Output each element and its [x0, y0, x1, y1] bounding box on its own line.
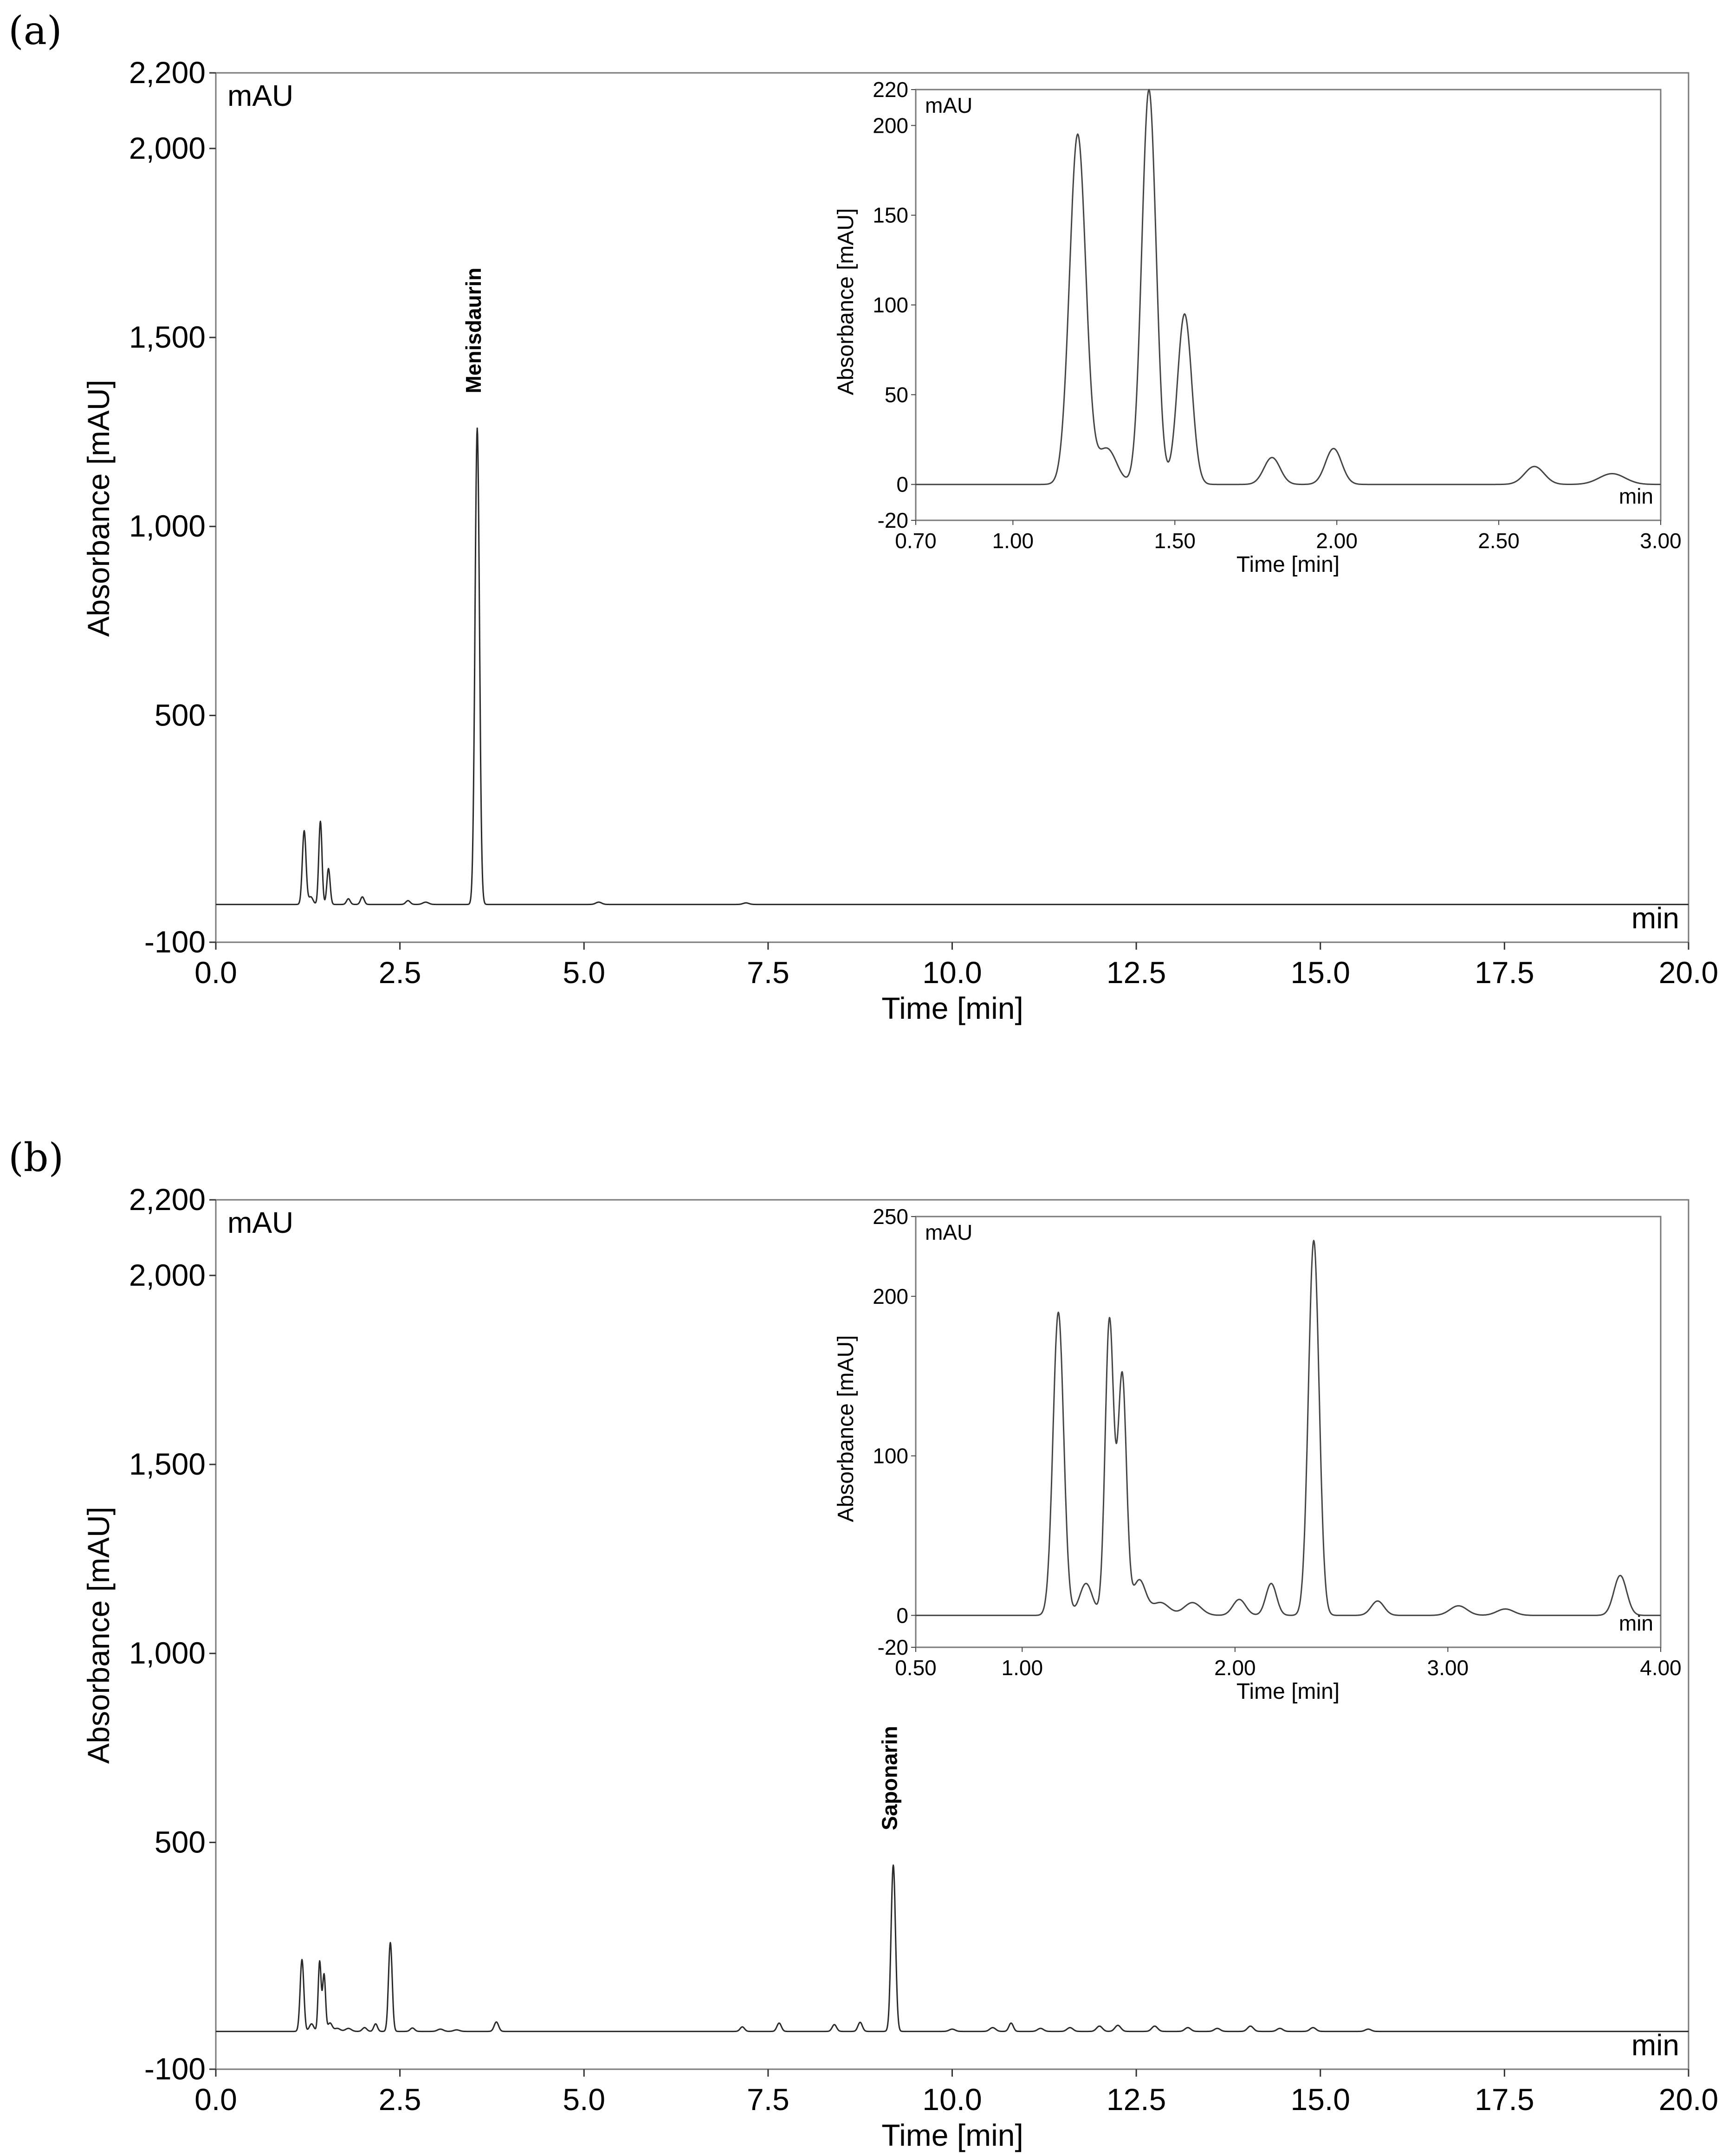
- chromatogram-trace-a: [215, 427, 1689, 906]
- inset-x-unit-label-a: min: [1619, 484, 1653, 508]
- inset-x-tick-label: 2.00: [1214, 1656, 1256, 1680]
- main-x-ticks-a: 0.0 2.5 5.0 7.5 10.0 12.5 15.0 17.5 20.0: [194, 942, 1718, 990]
- main-y-ticks-a: -100 500 1,000 1,500 2,000 2,200: [129, 55, 216, 959]
- main-x-tick-label: 10.0: [922, 2082, 982, 2117]
- inset-x-tick-label: 1.00: [992, 529, 1034, 553]
- inset-y-tick-label: 200: [873, 1284, 908, 1308]
- inset-y-axis-title-a: Absorbance [mAU]: [834, 208, 858, 395]
- main-x-axis-title-b: Time [min]: [881, 2118, 1023, 2152]
- main-y-tick-label: 1,000: [129, 1636, 206, 1670]
- inset-y-tick-label: 100: [873, 1444, 908, 1468]
- inset-y-tick-label: 0: [896, 473, 908, 497]
- main-y-tick-label: 500: [155, 698, 206, 732]
- inset-x-tick-label: 1.00: [1002, 1656, 1043, 1680]
- main-y-axis-title-a: Absorbance [mAU]: [81, 380, 116, 637]
- inset-y-tick-label: 50: [885, 382, 908, 407]
- chromatogram-trace-b: [215, 1864, 1689, 2033]
- inset-y-tick-label: 200: [873, 113, 908, 137]
- main-x-axis-title-a: Time [min]: [881, 991, 1023, 1025]
- inset-y-tick-label: -20: [878, 508, 908, 532]
- inset-plot-frame-a: [915, 89, 1662, 521]
- main-y-tick-label: 500: [155, 1825, 206, 1859]
- panel-b: (b) -100 500 1,000 1,500 2,000 2,200 0.0 2.5 5.…: [8, 1135, 1718, 2152]
- main-x-tick-label: 5.0: [563, 2082, 605, 2117]
- main-x-tick-label: 20.0: [1659, 955, 1718, 990]
- main-x-tick-label: 7.5: [747, 955, 790, 990]
- inset-x-tick-label: 3.00: [1640, 529, 1682, 553]
- main-plot-frame-a: [215, 72, 1689, 943]
- main-x-tick-label: 20.0: [1659, 2082, 1718, 2117]
- inset-y-ticks-b: -20 0 100 200 250: [873, 1204, 916, 1659]
- inset-x-axis-title-a: Time [min]: [1236, 552, 1340, 577]
- main-y-tick-label: 1,500: [129, 1447, 206, 1481]
- main-x-tick-label: 17.5: [1475, 955, 1534, 990]
- main-plot-frame-b: [215, 1199, 1689, 2070]
- inset-x-tick-label: 0.70: [895, 529, 937, 553]
- inset-x-tick-label: 1.50: [1154, 529, 1196, 553]
- inset-y-tick-label: 100: [873, 293, 908, 317]
- main-x-tick-label: 15.0: [1291, 955, 1350, 990]
- main-y-tick-label: -100: [144, 925, 206, 959]
- inset-y-tick-label: 220: [873, 78, 908, 102]
- inset-a: -20 0 50 100 150 200 220 0.70 1.00 1.50 2.00 2.50 3…: [834, 78, 1682, 577]
- inset-x-ticks-b: 0.50 1.00 2.00 3.00 4.00: [895, 1647, 1682, 1680]
- inset-y-tick-label: 0: [896, 1603, 908, 1627]
- main-x-unit-label-a: min: [1631, 901, 1679, 935]
- main-x-tick-label: 15.0: [1291, 2082, 1350, 2117]
- inset-chromatogram-trace-a: [915, 89, 1661, 486]
- main-x-tick-label: 12.5: [1107, 2082, 1166, 2117]
- main-y-tick-label: 1,000: [129, 509, 206, 543]
- inset-y-unit-label-b: mAU: [925, 1220, 972, 1244]
- main-y-tick-label: 1,500: [129, 320, 206, 354]
- main-x-unit-label-b: min: [1631, 2028, 1679, 2062]
- inset-plot-frame-b: [915, 1216, 1662, 1648]
- panel-label-b: (b): [8, 1135, 64, 1180]
- peak-label-menisdaurin: Menisdaurin: [461, 268, 485, 394]
- inset-y-tick-label: -20: [878, 1635, 908, 1659]
- main-x-tick-label: 10.0: [922, 955, 982, 990]
- inset-chromatogram-trace-b: [915, 1240, 1661, 1616]
- main-y-tick-label: 2,200: [129, 55, 206, 90]
- main-x-tick-label: 17.5: [1475, 2082, 1534, 2117]
- inset-x-axis-title-b: Time [min]: [1236, 1679, 1340, 1704]
- main-y-tick-label: 2,200: [129, 1182, 206, 1217]
- inset-y-ticks-a: -20 0 50 100 150 200 220: [873, 78, 916, 532]
- inset-x-tick-label: 4.00: [1640, 1656, 1682, 1680]
- inset-x-ticks-a: 0.70 1.00 1.50 2.00 2.50 3.00: [895, 520, 1682, 553]
- main-y-ticks-b: -100 500 1,000 1,500 2,000 2,200: [129, 1182, 216, 2086]
- inset-x-tick-label: 3.00: [1427, 1656, 1469, 1680]
- main-x-tick-label: 0.0: [194, 955, 237, 990]
- inset-y-axis-title-b: Absorbance [mAU]: [834, 1335, 858, 1522]
- main-x-tick-label: 7.5: [747, 2082, 790, 2117]
- main-y-axis-title-b: Absorbance [mAU]: [81, 1507, 116, 1764]
- main-y-tick-label: -100: [144, 2052, 206, 2086]
- inset-x-tick-label: 2.00: [1316, 529, 1358, 553]
- main-x-tick-label: 2.5: [379, 955, 421, 990]
- main-x-tick-label: 0.0: [194, 2082, 237, 2117]
- main-y-unit-label-b: mAU: [227, 1206, 293, 1239]
- main-x-tick-label: 12.5: [1107, 955, 1166, 990]
- main-x-ticks-b: 0.0 2.5 5.0 7.5 10.0 12.5 15.0 17.5 20.0: [194, 2069, 1718, 2117]
- inset-y-tick-label: 150: [873, 203, 908, 227]
- main-y-tick-label: 2,000: [129, 1258, 206, 1292]
- peak-label-saponarin: Saponarin: [878, 1726, 902, 1830]
- inset-y-unit-label-a: mAU: [925, 93, 972, 117]
- main-y-unit-label-a: mAU: [227, 79, 293, 112]
- panel-label-a: (a): [8, 8, 62, 53]
- main-x-tick-label: 5.0: [563, 955, 605, 990]
- main-x-tick-label: 2.5: [379, 2082, 421, 2117]
- inset-y-tick-label: 250: [873, 1204, 908, 1229]
- inset-x-tick-label: 2.50: [1478, 529, 1520, 553]
- inset-x-tick-label: 0.50: [895, 1656, 937, 1680]
- main-y-tick-label: 2,000: [129, 131, 206, 165]
